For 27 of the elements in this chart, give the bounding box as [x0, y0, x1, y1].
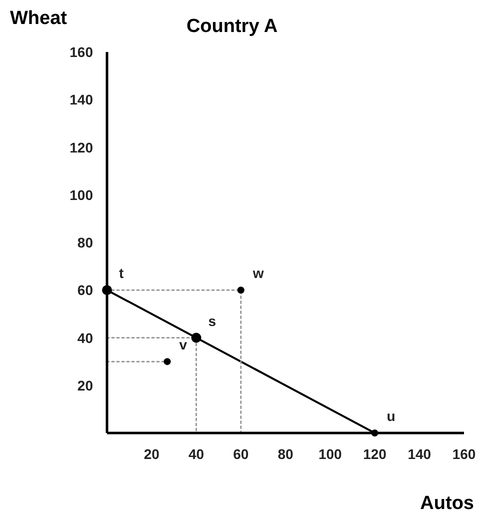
chart-title: Country A — [186, 16, 278, 37]
point — [237, 286, 244, 294]
y-tick-label: 100 — [70, 186, 94, 203]
y-axis-title: Wheat — [10, 8, 68, 29]
annotation: v — [179, 336, 188, 353]
y-tick-label: 40 — [77, 330, 94, 346]
x-tick-label: 120 — [363, 446, 387, 462]
x-tick-label: 160 — [452, 446, 476, 462]
annotation: s — [208, 312, 216, 329]
point — [191, 332, 202, 343]
y-tick-label: 20 — [77, 377, 94, 394]
y-tick-label: 60 — [77, 282, 94, 298]
x-tick-label: 140 — [408, 446, 432, 462]
x-tick-label: 40 — [188, 446, 204, 462]
x-tick-label: 100 — [318, 446, 342, 462]
point — [164, 358, 171, 366]
annotation: t — [119, 265, 124, 282]
x-tick-label: 20 — [144, 446, 160, 462]
annotation: w — [252, 265, 264, 282]
y-tick-label: 120 — [70, 139, 94, 156]
y-tick-label: 80 — [77, 234, 94, 250]
x-axis-title: Autos — [420, 493, 474, 514]
annotation: u — [386, 408, 396, 424]
y-tick-label: 140 — [70, 92, 94, 108]
x-tick-label: 80 — [278, 446, 294, 462]
y-tick-label: 160 — [70, 44, 94, 60]
x-tick-label: 60 — [233, 446, 249, 462]
